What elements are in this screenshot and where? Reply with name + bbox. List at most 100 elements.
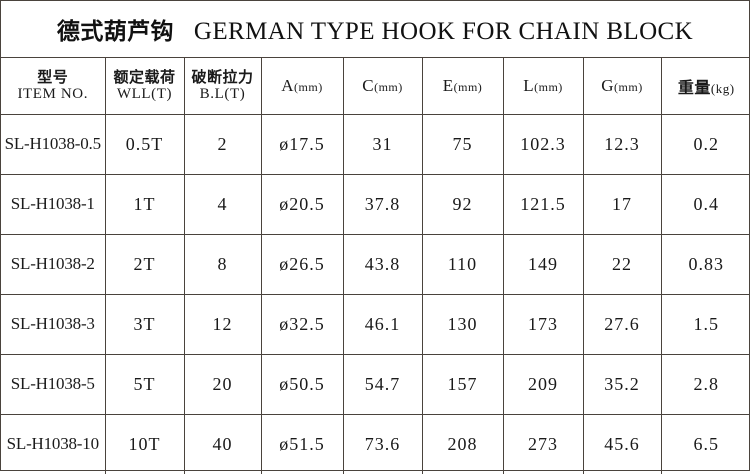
column-header-g: G(mm) xyxy=(583,58,662,115)
cell-item-no: SL-H1038-10 xyxy=(1,414,106,474)
column-header-item-no: 型号 ITEM NO. xyxy=(1,58,106,115)
cell-item-no: SL-H1038-3 xyxy=(1,294,106,355)
cell-g: 27.6 xyxy=(583,294,662,355)
cell-l: 209 xyxy=(503,354,584,415)
header-text-breaking-load: 破断拉力 B.L(T) xyxy=(188,69,258,103)
cell-item-no: SL-H1038-5 xyxy=(1,354,106,415)
cell-e: 208 xyxy=(422,414,504,474)
header-cn-wll: 额定载荷 xyxy=(113,67,176,86)
page-title: 德式葫芦钩 GERMAN TYPE HOOK FOR CHAIN BLOCK xyxy=(57,12,693,46)
header-cn-breaking-load: 破断拉力 xyxy=(191,67,254,86)
cell-wll: 5T xyxy=(105,354,185,415)
cell-item-no: SL-H1038-1 xyxy=(1,174,106,235)
header-text-e: E(mm) xyxy=(443,76,483,95)
cell-e: 92 xyxy=(422,174,504,235)
page-title-english: GERMAN TYPE HOOK FOR CHAIN BLOCK xyxy=(193,18,694,45)
cell-wll: 10T xyxy=(105,414,185,474)
cell-wll: 0.5T xyxy=(105,114,185,175)
cell-c: 73.6 xyxy=(343,414,423,474)
cell-g: 22 xyxy=(583,234,662,295)
header-unit-e: (mm) xyxy=(453,79,483,94)
header-text-item-no: 型号 ITEM NO. xyxy=(4,69,102,103)
cell-e: 157 xyxy=(422,354,504,415)
cell-c: 43.8 xyxy=(343,234,423,295)
cell-c: 37.8 xyxy=(343,174,423,235)
header-text-l: L(mm) xyxy=(523,76,563,95)
table-header: 型号 ITEM NO. 额定载荷 WLL(T) 破断拉力 B.L(T) xyxy=(1,58,750,115)
column-header-breaking-load: 破断拉力 B.L(T) xyxy=(184,58,262,115)
table-body: SL-H1038-0.5 0.5T 2 ø17.5 31 75 102.3 12… xyxy=(1,114,750,474)
table-row: SL-H1038-0.5 0.5T 2 ø17.5 31 75 102.3 12… xyxy=(1,114,750,175)
cell-l: 121.5 xyxy=(503,174,584,235)
page-title-spacer xyxy=(174,18,194,45)
cell-g: 45.6 xyxy=(583,414,662,474)
cell-weight: 0.83 xyxy=(661,234,750,295)
cell-g: 12.3 xyxy=(583,114,662,175)
column-header-a: A(mm) xyxy=(261,58,344,115)
header-unit-g: (mm) xyxy=(614,79,643,94)
cell-l: 102.3 xyxy=(503,114,584,175)
header-en-wll: WLL(T) xyxy=(116,85,173,102)
page-title-chinese: 德式葫芦钩 xyxy=(56,19,174,45)
cell-breaking-load: 40 xyxy=(184,414,262,474)
cell-weight: 2.8 xyxy=(661,354,750,415)
header-cn-weight: 重量 xyxy=(677,77,711,97)
header-unit-weight: (kg) xyxy=(710,80,735,96)
cell-a: ø50.5 xyxy=(261,354,344,415)
cell-a: ø32.5 xyxy=(261,294,344,355)
column-header-wll: 额定载荷 WLL(T) xyxy=(105,58,185,115)
cell-e: 75 xyxy=(422,114,504,175)
header-text-g: G(mm) xyxy=(601,76,642,95)
cell-breaking-load: 8 xyxy=(184,234,262,295)
header-row: 型号 ITEM NO. 额定载荷 WLL(T) 破断拉力 B.L(T) xyxy=(1,58,750,115)
header-cn-item-no: 型号 xyxy=(37,67,69,86)
table-row: SL-H1038-3 3T 12 ø32.5 46.1 130 173 27.6… xyxy=(1,294,750,355)
cell-wll: 1T xyxy=(105,174,185,235)
header-text-wll: 额定载荷 WLL(T) xyxy=(109,69,181,103)
specification-table: 型号 ITEM NO. 额定载荷 WLL(T) 破断拉力 B.L(T) xyxy=(1,58,750,474)
cell-breaking-load: 12 xyxy=(184,294,262,355)
cell-weight: 0.2 xyxy=(661,114,750,175)
cell-weight: 6.5 xyxy=(693,433,719,454)
column-header-l: L(mm) xyxy=(503,58,584,115)
table-row: SL-H1038-2 2T 8 ø26.5 43.8 110 149 22 0.… xyxy=(1,234,750,295)
cell-a: ø20.5 xyxy=(261,174,344,235)
column-header-e: E(mm) xyxy=(422,58,504,115)
cell-c: 31 xyxy=(343,114,423,175)
cell-wll: 2T xyxy=(105,234,185,295)
cell-l: 173 xyxy=(503,294,584,355)
cell-l: 273 xyxy=(503,414,584,474)
table-row: SL-H1038-10 10T 40 ø51.5 73.6 208 273 45… xyxy=(1,414,750,474)
header-en-breaking-load: B.L(T) xyxy=(199,85,246,102)
table-row: SL-H1038-1 1T 4 ø20.5 37.8 92 121.5 17 0… xyxy=(1,174,750,235)
header-symbol-l: L xyxy=(523,75,535,95)
column-header-c: C(mm) xyxy=(343,58,423,115)
header-symbol-e: E xyxy=(442,75,454,95)
cell-breaking-load: 20 xyxy=(184,354,262,415)
cell-a: ø51.5 xyxy=(261,414,344,474)
header-symbol-a: A xyxy=(281,75,295,95)
header-unit-a: (mm) xyxy=(294,79,323,94)
cell-weight: 1.5 xyxy=(661,294,750,355)
cell-e: 130 xyxy=(422,294,504,355)
cell-breaking-load: 2 xyxy=(184,114,262,175)
cell-l: 149 xyxy=(503,234,584,295)
cell-g: 35.2 xyxy=(583,354,662,415)
table-row: SL-H1038-5 5T 20 ø50.5 54.7 157 209 35.2… xyxy=(1,354,750,415)
header-symbol-g: G xyxy=(601,75,615,95)
cell-item-no: SL-H1038-0.5 xyxy=(1,114,106,175)
cell-wll: 3T xyxy=(105,294,185,355)
header-text-c: C(mm) xyxy=(362,76,403,95)
cell-a: ø17.5 xyxy=(261,114,344,175)
header-unit-c: (mm) xyxy=(374,79,403,94)
cell-a: ø26.5 xyxy=(261,234,344,295)
header-text-weight: 重量(kg) xyxy=(678,78,735,97)
header-symbol-c: C xyxy=(362,75,375,95)
header-en-item-no: ITEM NO. xyxy=(17,85,89,102)
cell-c: 54.7 xyxy=(343,354,423,415)
header-unit-l: (mm) xyxy=(534,79,563,94)
cell-g: 17 xyxy=(583,174,662,235)
cell-weight: 0.4 xyxy=(661,174,750,235)
cell-e: 110 xyxy=(422,234,504,295)
